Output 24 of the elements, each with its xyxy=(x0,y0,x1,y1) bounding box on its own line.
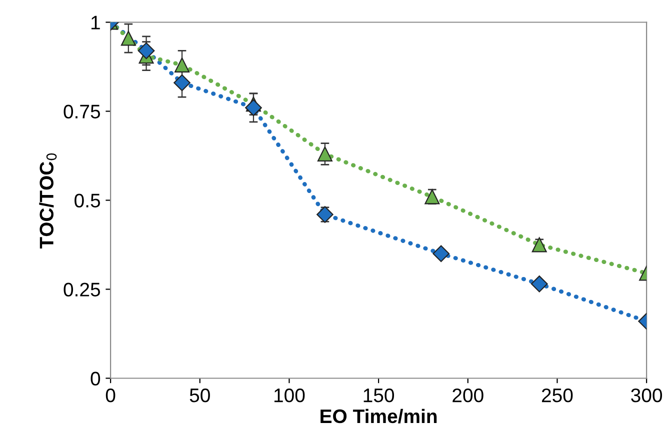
x-tick-label: 50 xyxy=(190,388,210,402)
y-tick-label: 0.75 xyxy=(64,104,100,118)
x-axis-title: EO Time/min xyxy=(320,408,437,424)
y-tick-label: 0.5 xyxy=(74,194,100,208)
point xyxy=(174,57,190,72)
x-tick-label: 200 xyxy=(452,388,484,402)
point xyxy=(174,74,190,92)
y-tick-label: 0 xyxy=(90,372,100,386)
x-tick-label: 250 xyxy=(542,388,573,402)
x-tick-label: 100 xyxy=(274,388,305,402)
point xyxy=(317,146,332,162)
y-axis-title: TOC/TOC$_{0}$ xyxy=(39,153,57,249)
point xyxy=(432,245,450,262)
point xyxy=(120,30,136,46)
x-tick-label: 0 xyxy=(106,388,116,402)
point xyxy=(532,237,547,252)
y-tick-label: 0.25 xyxy=(64,282,100,296)
point xyxy=(245,99,262,116)
point xyxy=(138,42,155,60)
y-tick-label: 1 xyxy=(91,16,100,30)
x-tick-label: 150 xyxy=(364,388,394,402)
point xyxy=(530,276,548,292)
point xyxy=(316,206,334,223)
x-tick-label: 300 xyxy=(631,388,662,402)
